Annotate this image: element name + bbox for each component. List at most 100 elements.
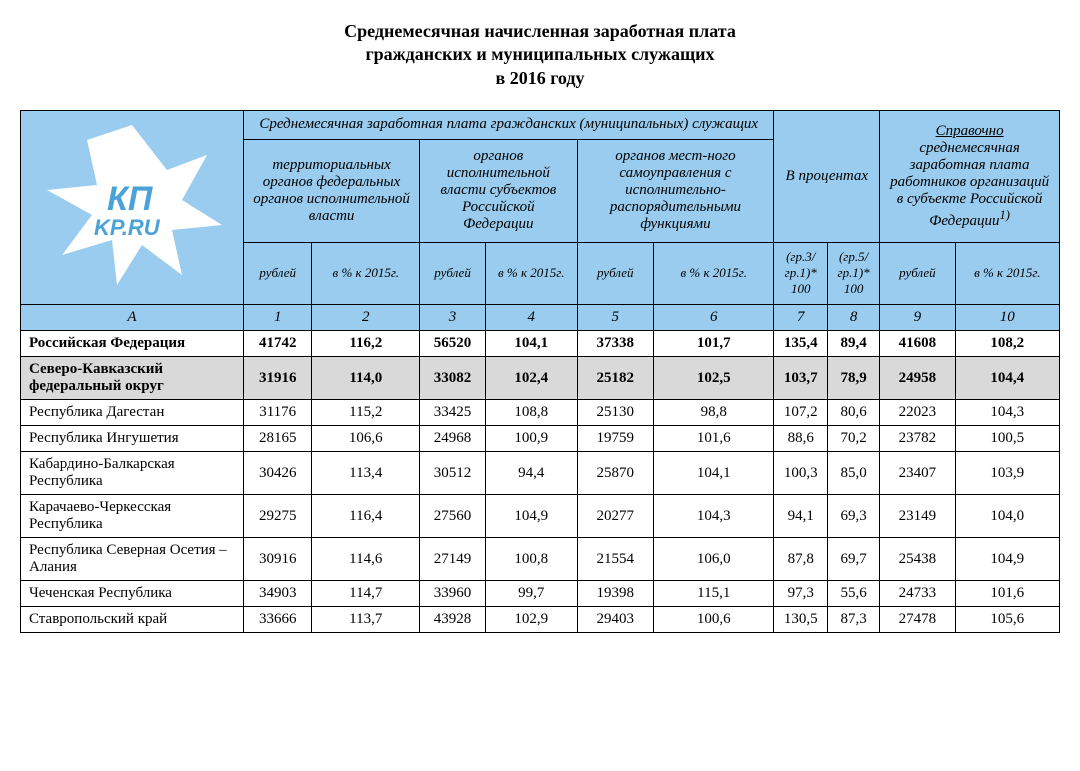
data-cell: 107,2	[774, 400, 828, 426]
data-cell: 94,4	[485, 452, 577, 495]
data-cell: 103,7	[774, 357, 828, 400]
data-cell: 114,7	[312, 581, 420, 607]
data-cell: 104,4	[955, 357, 1059, 400]
salary-table: КП KP.RU Среднемесячная заработная плата…	[20, 110, 1060, 633]
data-cell: 23407	[880, 452, 955, 495]
header-sub1: территориальных органов федеральных орга…	[244, 139, 420, 242]
table-body: Российская Федерация41742116,256520104,1…	[21, 331, 1060, 633]
data-cell: 30512	[420, 452, 486, 495]
region-name-cell: Республика Северная Осетия – Алания	[21, 538, 244, 581]
data-cell: 33425	[420, 400, 486, 426]
table-row: Республика Северная Осетия – Алания30916…	[21, 538, 1060, 581]
region-name-cell: Ставропольский край	[21, 607, 244, 633]
data-cell: 102,9	[485, 607, 577, 633]
data-cell: 104,3	[955, 400, 1059, 426]
data-cell: 31176	[244, 400, 312, 426]
data-cell: 104,9	[485, 495, 577, 538]
data-cell: 56520	[420, 331, 486, 357]
data-cell: 69,3	[828, 495, 880, 538]
header-rub-2: рублей	[420, 242, 486, 305]
data-cell: 104,1	[485, 331, 577, 357]
data-cell: 115,1	[654, 581, 774, 607]
data-cell: 27478	[880, 607, 955, 633]
table-row: Кабардино-Балкарская Республика30426113,…	[21, 452, 1060, 495]
data-cell: 97,3	[774, 581, 828, 607]
data-cell: 30916	[244, 538, 312, 581]
data-cell: 19398	[577, 581, 654, 607]
kp-logo-icon: КП KP.RU	[32, 115, 232, 295]
header-reference-group: Справочно среднемесячная заработная плат…	[880, 111, 1060, 243]
data-cell: 29275	[244, 495, 312, 538]
data-cell: 43928	[420, 607, 486, 633]
data-cell: 102,4	[485, 357, 577, 400]
region-name-cell: Кабардино-Балкарская Республика	[21, 452, 244, 495]
data-cell: 30426	[244, 452, 312, 495]
colnum-8: 8	[828, 305, 880, 331]
data-cell: 104,1	[654, 452, 774, 495]
data-cell: 69,7	[828, 538, 880, 581]
data-cell: 34903	[244, 581, 312, 607]
data-cell: 25130	[577, 400, 654, 426]
data-cell: 31916	[244, 357, 312, 400]
data-cell: 85,0	[828, 452, 880, 495]
data-cell: 100,5	[955, 426, 1059, 452]
data-cell: 108,8	[485, 400, 577, 426]
data-cell: 41742	[244, 331, 312, 357]
header-rub-3: рублей	[577, 242, 654, 305]
region-name-cell: Республика Дагестан	[21, 400, 244, 426]
data-cell: 106,6	[312, 426, 420, 452]
data-cell: 33082	[420, 357, 486, 400]
header-pct-3: в % к 2015г.	[654, 242, 774, 305]
data-cell: 55,6	[828, 581, 880, 607]
data-cell: 135,4	[774, 331, 828, 357]
colnum-A: А	[21, 305, 244, 331]
data-cell: 102,5	[654, 357, 774, 400]
data-cell: 113,7	[312, 607, 420, 633]
data-cell: 115,2	[312, 400, 420, 426]
colnum-4: 4	[485, 305, 577, 331]
data-cell: 113,4	[312, 452, 420, 495]
logo-kp: КП	[107, 180, 154, 218]
colnum-3: 3	[420, 305, 486, 331]
logo-url: KP.RU	[94, 215, 161, 240]
header-rub-1: рублей	[244, 242, 312, 305]
header-main-group: Среднемесячная заработная плата гражданс…	[244, 111, 774, 139]
data-cell: 78,9	[828, 357, 880, 400]
data-cell: 104,0	[955, 495, 1059, 538]
table-row: Российская Федерация41742116,256520104,1…	[21, 331, 1060, 357]
data-cell: 41608	[880, 331, 955, 357]
page-title: Среднемесячная начисленная заработная пл…	[20, 20, 1060, 90]
data-cell: 108,2	[955, 331, 1059, 357]
data-cell: 101,7	[654, 331, 774, 357]
header-sub3: органов мест-ного самоуправления с испол…	[577, 139, 774, 242]
data-cell: 116,2	[312, 331, 420, 357]
data-cell: 116,4	[312, 495, 420, 538]
region-name-cell: Северо-Кавказский федеральный округ	[21, 357, 244, 400]
data-cell: 104,9	[955, 538, 1059, 581]
colnum-6: 6	[654, 305, 774, 331]
logo-cell: КП KP.RU	[21, 111, 244, 305]
data-cell: 33960	[420, 581, 486, 607]
table-row: Чеченская Республика34903114,73396099,71…	[21, 581, 1060, 607]
table-row: Северо-Кавказский федеральный округ31916…	[21, 357, 1060, 400]
data-cell: 70,2	[828, 426, 880, 452]
region-name-cell: Чеченская Республика	[21, 581, 244, 607]
header-sub2: органов исполнительной власти субъектов …	[420, 139, 577, 242]
data-cell: 22023	[880, 400, 955, 426]
data-cell: 87,8	[774, 538, 828, 581]
data-cell: 100,9	[485, 426, 577, 452]
data-cell: 88,6	[774, 426, 828, 452]
data-cell: 24958	[880, 357, 955, 400]
data-cell: 98,8	[654, 400, 774, 426]
table-row: Республика Ингушетия28165106,624968100,9…	[21, 426, 1060, 452]
data-cell: 101,6	[955, 581, 1059, 607]
data-cell: 19759	[577, 426, 654, 452]
colnum-2: 2	[312, 305, 420, 331]
table-row: Республика Дагестан31176115,233425108,82…	[21, 400, 1060, 426]
data-cell: 87,3	[828, 607, 880, 633]
data-cell: 100,3	[774, 452, 828, 495]
data-cell: 24968	[420, 426, 486, 452]
data-cell: 106,0	[654, 538, 774, 581]
data-cell: 29403	[577, 607, 654, 633]
data-cell: 114,6	[312, 538, 420, 581]
